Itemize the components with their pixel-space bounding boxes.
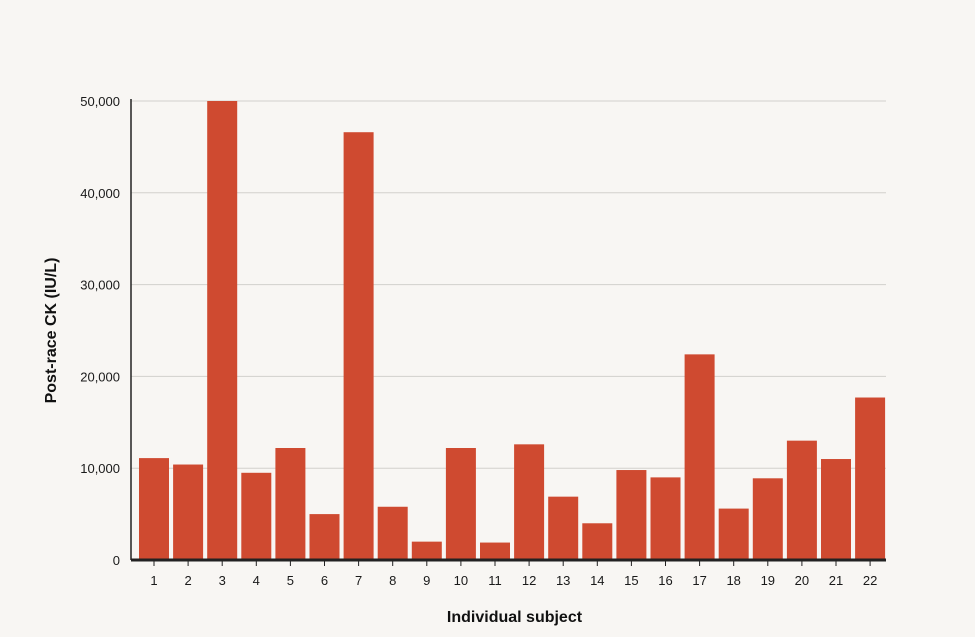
y-tick-label: 10,000 [80,461,120,476]
bar-2 [173,464,204,560]
bar-6 [309,514,340,560]
x-tick-labels: 1 2 3 4 5 6 7 8 9 10 11 12 13 14 15 16 17 18 19 20 21 22 [150,560,877,588]
x-tick-label: 15 [624,573,638,588]
bar-5 [275,448,306,560]
bar-1 [139,458,169,560]
bars [139,101,886,560]
bar-19 [752,478,783,560]
x-tick-label: 4 [253,573,260,588]
x-tick-label: 2 [184,573,191,588]
x-tick-label: 22 [863,573,877,588]
bar-3 [207,101,238,560]
bar-4 [241,472,272,560]
x-axis-title: Individual subject [447,609,583,626]
x-tick-label: 21 [829,573,843,588]
x-tick-label: 17 [692,573,706,588]
bar-11 [480,542,510,560]
bar-7 [343,132,374,560]
bar-8 [377,506,408,560]
x-tick-label: 16 [658,573,672,588]
x-tick-label: 5 [287,573,294,588]
y-tick-labels: 0 10,000 20,000 30,000 40,000 50,000 [80,94,120,568]
axes [130,99,886,562]
y-tick-label: 0 [113,553,120,568]
x-tick-label: 18 [726,573,740,588]
y-tick-label: 50,000 [80,94,120,109]
x-tick-label: 20 [795,573,809,588]
x-tick-label: 13 [556,573,570,588]
x-tick-label: 6 [321,573,328,588]
bar-13 [548,496,579,560]
bar-22 [855,397,886,560]
bar-15 [616,470,647,560]
gridlines [131,100,886,469]
y-tick-label: 20,000 [80,369,120,384]
x-tick-label: 12 [522,573,536,588]
bar-16 [650,477,681,560]
y-tick-label: 30,000 [80,278,120,293]
bar-14 [582,523,613,560]
x-tick-label: 9 [423,573,430,588]
bar-10 [445,448,476,560]
y-axis-title: Post-race CK (IU/L) [43,258,60,404]
bar-21 [821,459,851,560]
bar-17 [684,354,715,560]
x-tick-label: 1 [150,573,157,588]
x-tick-label: 3 [219,573,226,588]
y-tick-label: 40,000 [80,186,120,201]
x-tick-label: 7 [355,573,362,588]
x-tick-label: 14 [590,573,604,588]
x-tick-label: 10 [454,573,468,588]
bar-18 [718,508,749,560]
bar-12 [514,444,545,560]
bar-9 [411,541,442,560]
x-tick-label: 19 [761,573,775,588]
x-tick-label: 8 [389,573,396,588]
x-tick-label: 11 [488,573,502,588]
bar-20 [786,440,817,560]
